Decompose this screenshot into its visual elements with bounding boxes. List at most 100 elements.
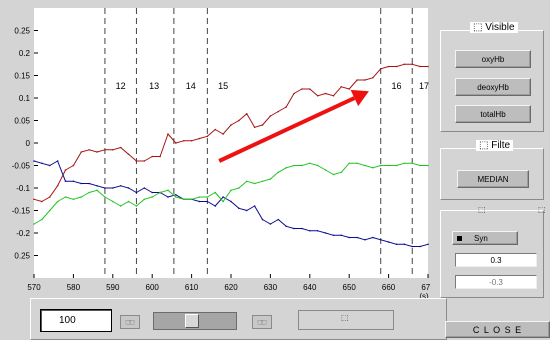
data-point-totalhb [135, 205, 138, 207]
sync-toggle-button[interactable]: Syn [452, 231, 518, 245]
x-tick-label: 570 [27, 283, 41, 292]
data-point-deoxyhb [340, 234, 343, 237]
data-point-oxyhb [419, 65, 421, 68]
data-point-oxyhb [112, 148, 114, 151]
x-tick-label: 600 [146, 283, 160, 292]
data-point-oxyhb [72, 164, 75, 167]
data-point-oxyhb [214, 128, 217, 131]
visible-panel-title: ⬚ Visible [470, 22, 518, 33]
data-point-oxyhb [309, 88, 311, 90]
scroll-left-button[interactable]: ⬚⬚ [120, 315, 140, 329]
data-point-deoxyhb [222, 196, 224, 198]
data-point-deoxyhb [48, 164, 51, 167]
data-point-totalhb [222, 200, 224, 203]
data-point-oxyhb [167, 133, 169, 135]
data-point-deoxyhb [88, 182, 90, 185]
data-point-deoxyhb [372, 236, 374, 239]
data-point-totalhb [309, 162, 311, 165]
deoxyhb-toggle-button[interactable]: deoxyHb [455, 78, 531, 96]
sync-panel-left-glyph: ⬚ [478, 205, 486, 214]
sync-label: Syn [474, 233, 488, 243]
data-point-deoxyhb [269, 223, 272, 225]
x-tick-label: 650 [343, 283, 357, 292]
data-point-deoxyhb [167, 196, 169, 198]
data-point-totalhb [56, 200, 59, 203]
data-point-totalhb [159, 191, 161, 194]
oxyhb-toggle-button[interactable]: oxyHb [455, 50, 531, 68]
data-point-totalhb [395, 164, 398, 167]
data-point-oxyhb [104, 148, 106, 151]
data-point-totalhb [143, 198, 146, 201]
data-point-deoxyhb [198, 200, 201, 203]
data-point-oxyhb [182, 139, 185, 142]
data-point-deoxyhb [364, 238, 366, 241]
data-point-totalhb [261, 180, 264, 183]
data-point-deoxyhb [238, 207, 240, 210]
data-point-oxyhb [277, 110, 280, 113]
time-slider-thumb[interactable] [185, 314, 199, 328]
trend-arrow-head [350, 89, 369, 107]
y-tick-label: -0.05 [12, 162, 31, 171]
window-length-input[interactable]: 100 [40, 309, 112, 332]
segment-label: 12 [116, 81, 126, 91]
data-point-totalhb [340, 171, 343, 174]
y-tick-label: 0.25 [14, 27, 30, 36]
data-point-deoxyhb [356, 236, 358, 239]
data-point-totalhb [332, 173, 335, 176]
data-point-oxyhb [427, 65, 429, 68]
data-point-deoxyhb [403, 243, 406, 246]
hemodynamic-plot: 0.25 0.2 0.15 0.1 0.05 0 -0.05 -0.1 -0.15 -0.2 0.2… [12, 8, 430, 300]
data-point-oxyhb [332, 94, 335, 97]
data-point-oxyhb [143, 160, 146, 162]
totalhb-toggle-button[interactable]: totalHb [455, 105, 531, 123]
data-point-deoxyhb [104, 187, 106, 189]
data-point-deoxyhb [119, 184, 122, 187]
data-point-deoxyhb [80, 182, 83, 185]
data-point-totalhb [427, 164, 429, 167]
data-point-totalhb [64, 196, 67, 198]
data-point-deoxyhb [395, 243, 398, 246]
data-point-deoxyhb [285, 225, 287, 228]
lower-limit-field[interactable]: -0.3 [455, 275, 537, 289]
data-point-deoxyhb [411, 245, 414, 248]
data-point-totalhb [419, 164, 421, 167]
data-point-oxyhb [33, 198, 35, 201]
data-point-totalhb [277, 171, 280, 174]
data-point-oxyhb [41, 200, 43, 203]
data-point-deoxyhb [135, 191, 138, 194]
scroll-right-button[interactable]: ⬚⬚ [252, 315, 272, 329]
data-point-oxyhb [403, 63, 406, 66]
data-point-deoxyhb [214, 205, 217, 207]
data-point-totalhb [151, 196, 153, 198]
data-point-deoxyhb [64, 180, 67, 183]
x-tick-label: 660 [382, 283, 396, 292]
data-point-oxyhb [198, 137, 201, 140]
data-point-totalhb [245, 180, 248, 183]
data-point-oxyhb [364, 79, 366, 81]
x-tick-label: 670 [421, 283, 430, 292]
median-filter-button[interactable]: MEDIAN [457, 170, 529, 188]
data-point-totalhb [88, 191, 90, 194]
y-tick-label: 0 [26, 139, 31, 148]
data-point-oxyhb [80, 151, 83, 153]
time-slider-track[interactable] [153, 312, 237, 330]
x-tick-label: 610 [185, 283, 199, 292]
upper-limit-field[interactable]: 0.3 [455, 253, 537, 267]
data-point-oxyhb [387, 65, 390, 68]
data-point-oxyhb [285, 106, 287, 108]
data-point-totalhb [41, 218, 43, 221]
data-point-totalhb [364, 164, 366, 167]
segment-label: 13 [149, 81, 159, 91]
data-point-totalhb [348, 162, 351, 165]
close-button[interactable]: C L O S E [445, 321, 550, 338]
data-point-oxyhb [127, 153, 130, 156]
data-point-oxyhb [56, 184, 59, 187]
data-point-oxyhb [261, 124, 264, 126]
data-point-oxyhb [48, 196, 51, 198]
sync-panel-right-glyph: ⬚ [538, 205, 546, 214]
data-point-oxyhb [301, 88, 303, 90]
data-point-deoxyhb [72, 180, 75, 183]
segment-label: 14 [186, 81, 196, 91]
y-tick-label: 0.05 [14, 117, 30, 126]
data-point-totalhb [182, 198, 185, 201]
